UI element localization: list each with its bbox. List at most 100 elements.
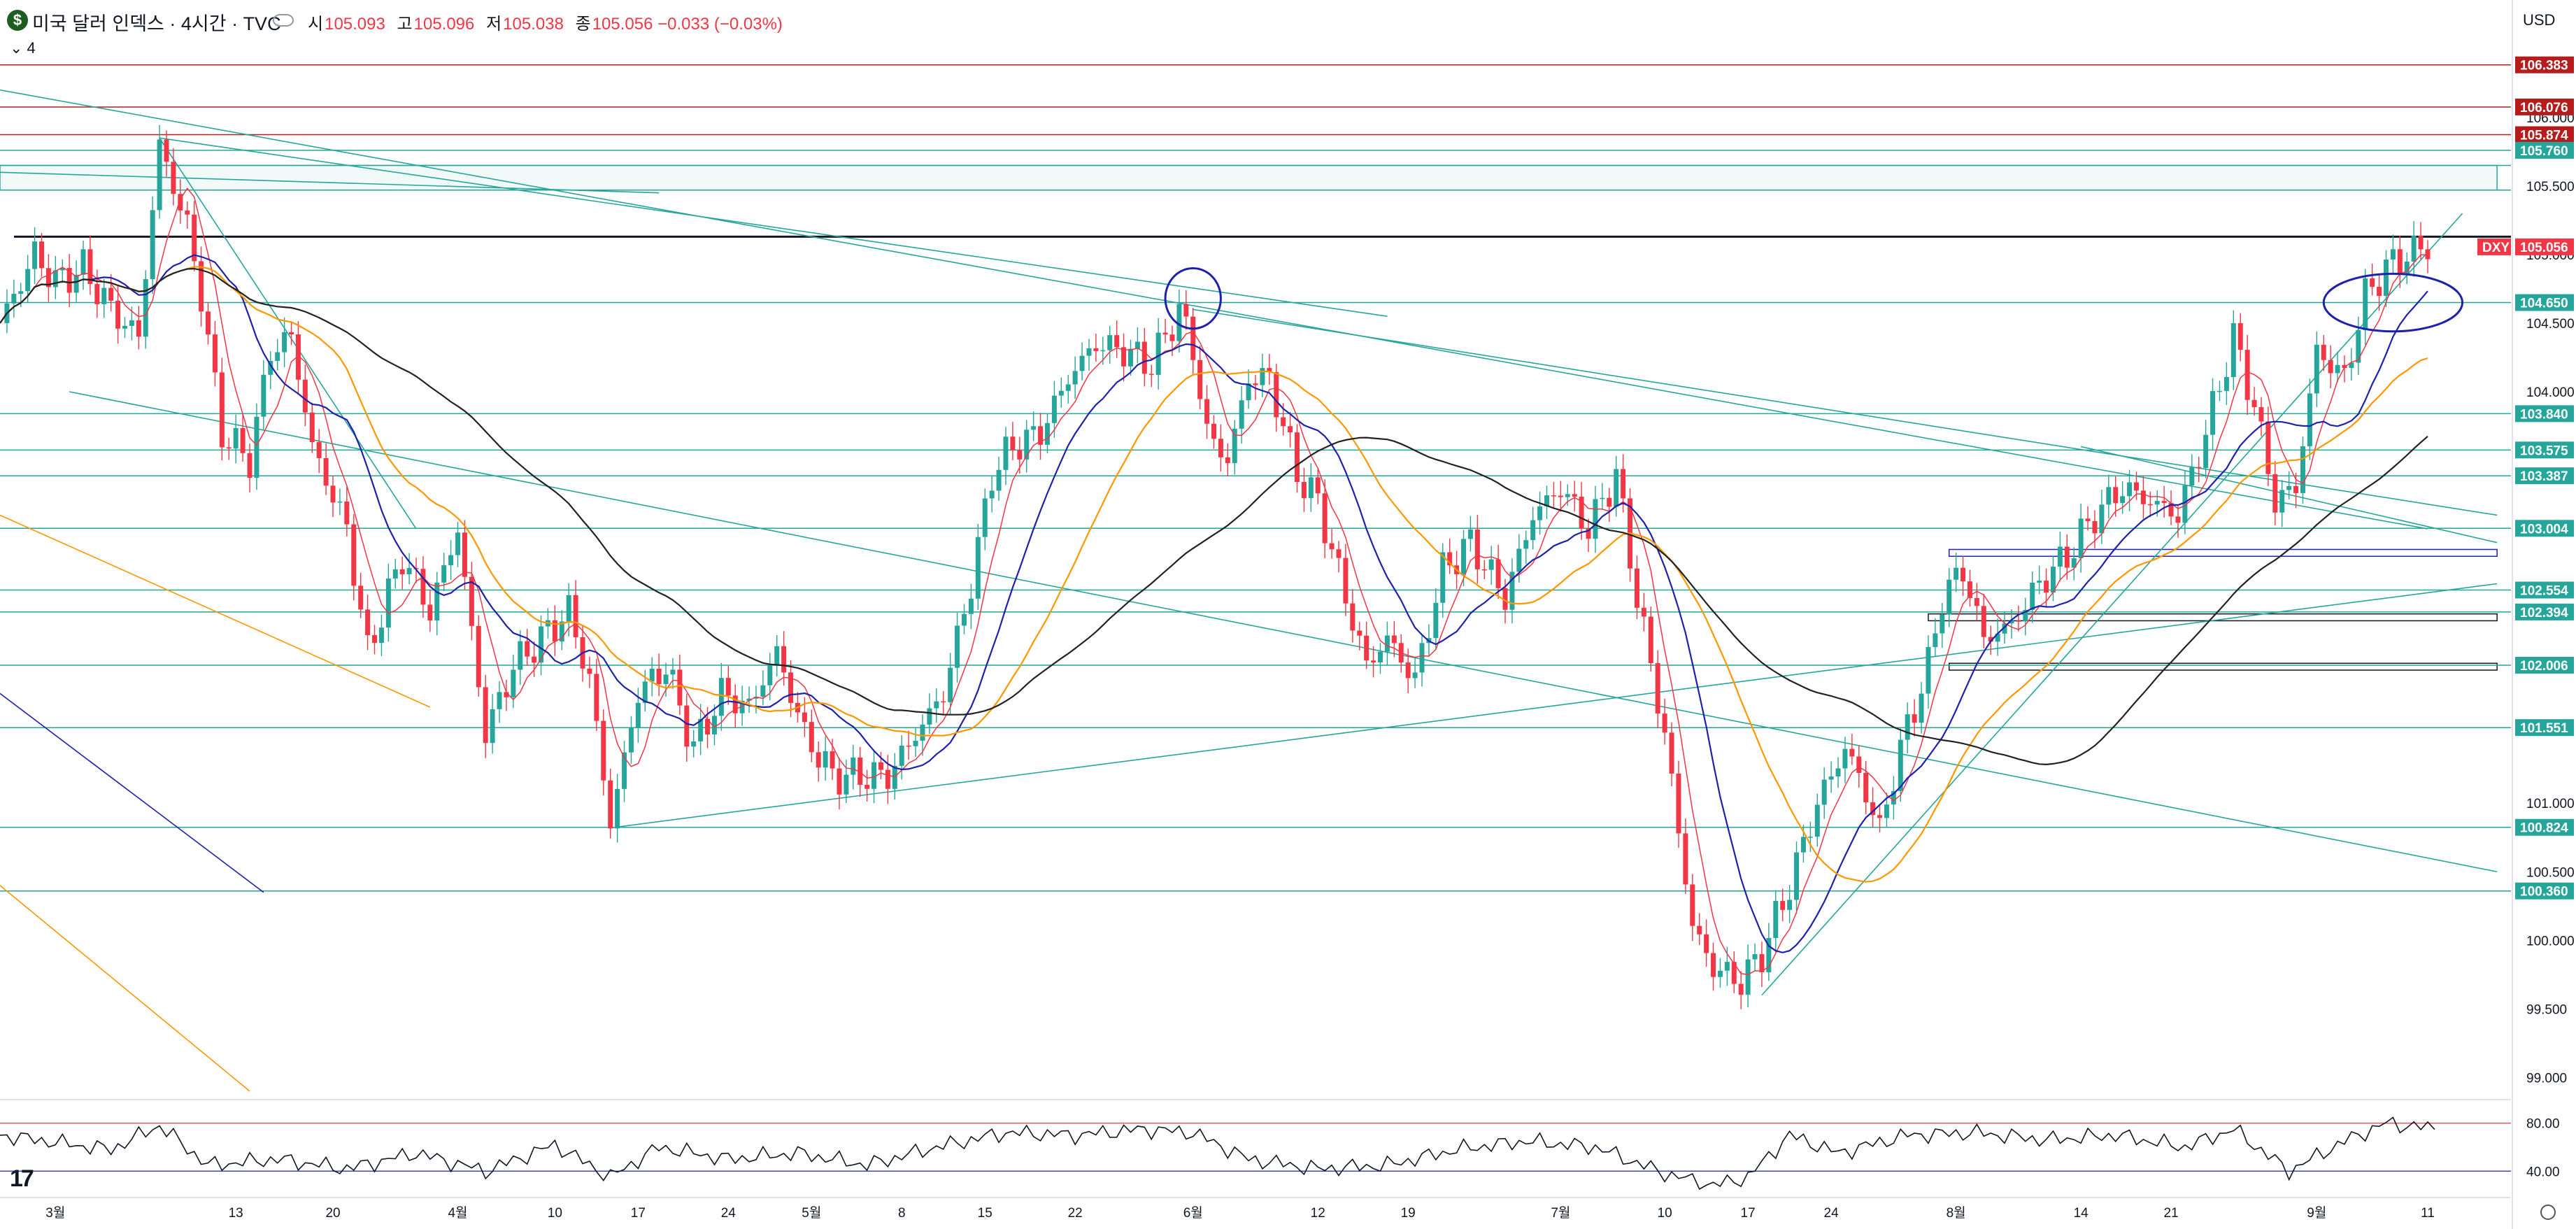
candle-body	[1134, 341, 1140, 349]
candle-body	[2418, 236, 2424, 250]
candle-body	[406, 568, 412, 574]
candle-body	[150, 210, 155, 280]
tradingview-logo[interactable]: 17	[10, 1165, 34, 1192]
symbol-title[interactable]: 미국 달러 인덱스 · 4시간 · TVC	[32, 13, 281, 34]
interval-collapse-button[interactable]: ⌄ 4	[10, 39, 36, 57]
candle-body	[1288, 426, 1293, 433]
symbol-tag-text: DXY	[2482, 241, 2510, 255]
candle-body	[1336, 549, 1342, 558]
candle-body	[2342, 364, 2347, 369]
moving-average-1	[0, 254, 2428, 953]
trend-line-0	[0, 89, 2428, 530]
candle-body	[1572, 494, 1577, 497]
time-tick-label: 3월	[45, 1205, 65, 1221]
price-tick-label: 99.000	[2526, 1071, 2567, 1086]
currency-label[interactable]: USD	[2523, 11, 2556, 29]
level-tag-box	[2515, 126, 2574, 143]
candle-body	[1467, 530, 1473, 539]
candle-body	[129, 320, 134, 326]
candle-body	[1204, 399, 1210, 424]
candle-body	[1003, 436, 1009, 470]
candle-body	[2223, 377, 2229, 391]
time-tick-label: 10	[1658, 1206, 1672, 1221]
candle-body	[2009, 620, 2014, 624]
candle-body	[1974, 597, 1979, 606]
level-price-tag: 101.551	[2515, 719, 2574, 737]
level-tag-text: 103.004	[2520, 522, 2568, 537]
eye-icon[interactable]	[273, 14, 294, 27]
level-tag-box	[2515, 467, 2574, 485]
candle-body	[864, 784, 870, 789]
candle-body	[1530, 520, 1536, 541]
candle-body	[497, 692, 502, 709]
candle-body	[934, 701, 939, 709]
moving-average-0	[0, 187, 2428, 976]
candle-body	[2230, 323, 2236, 378]
candle-body	[247, 453, 252, 478]
last-price-tag: DXY 105.056	[2477, 238, 2574, 255]
close-value: 105.056 −0.033 (−0.03%)	[592, 15, 783, 34]
last-price-box	[2515, 238, 2574, 255]
symbol-tag-box	[2477, 238, 2511, 255]
candle-body	[1107, 335, 1113, 350]
candle-body	[1634, 568, 1639, 608]
time-tick-label: 12	[1311, 1206, 1325, 1221]
level-tag-text: 106.076	[2520, 101, 2568, 115]
candle-body	[178, 194, 183, 211]
candle-body	[2099, 504, 2105, 534]
candle-body	[670, 669, 676, 675]
open-value: 105.093	[325, 15, 385, 34]
level-price-tag: 102.006	[2515, 656, 2574, 674]
candle-body	[1197, 360, 1203, 399]
candle-body	[1495, 559, 1501, 588]
candle-body	[663, 674, 669, 684]
candle-body	[1954, 567, 1959, 580]
high-key: 고	[397, 15, 413, 34]
price-tick-label: 104.000	[2526, 385, 2575, 400]
candle-body	[1877, 815, 1883, 818]
candle-body	[642, 681, 648, 703]
time-tick-label: 9월	[2307, 1205, 2326, 1221]
candle-body	[39, 241, 45, 269]
candle-body	[212, 334, 218, 373]
candle-body	[1933, 633, 1938, 648]
candle-body	[1169, 334, 1175, 341]
level-price-tag: 100.360	[2515, 882, 2574, 900]
candle-body	[1787, 900, 1793, 910]
level-price-tag: 103.004	[2515, 520, 2574, 537]
candle-body	[52, 270, 58, 287]
candle-body	[1828, 776, 1834, 780]
price-tick-label: 100.000	[2526, 934, 2575, 949]
candle-body	[559, 621, 564, 642]
candle-body	[1898, 739, 1903, 791]
chart-header: $ 미국 달러 인덱스 · 4시간 · TVC 시105.093 고105.09…	[0, 0, 2511, 57]
candle-body	[698, 718, 704, 741]
candle-body	[2050, 567, 2056, 593]
candle-body	[2030, 582, 2035, 610]
candle-body	[2335, 364, 2340, 374]
candle-body	[73, 274, 79, 293]
candle-body	[275, 352, 280, 361]
candle-body	[1391, 635, 1397, 644]
candle-body	[1912, 714, 1917, 723]
candle-body	[732, 695, 738, 713]
candle-body	[392, 569, 398, 579]
candle-body	[739, 700, 745, 713]
candle-body	[2390, 249, 2396, 260]
candle-body	[927, 708, 932, 725]
candle-body	[1544, 495, 1550, 506]
candle-body	[378, 627, 384, 644]
level-price-tag: 105.760	[2515, 141, 2574, 159]
candle-body	[809, 722, 814, 753]
dollar-symbol-icon[interactable]: $	[7, 10, 28, 31]
level-tag-text: 101.551	[2520, 721, 2568, 736]
candle-body	[2037, 581, 2042, 583]
candle-body	[635, 702, 641, 728]
main-pane	[0, 64, 2511, 1092]
candle-body	[226, 447, 232, 449]
candle-body	[2258, 407, 2264, 422]
candle-body	[1988, 637, 1993, 642]
gear-icon[interactable]	[2540, 1205, 2556, 1220]
time-tick-label: 4월	[448, 1205, 467, 1221]
